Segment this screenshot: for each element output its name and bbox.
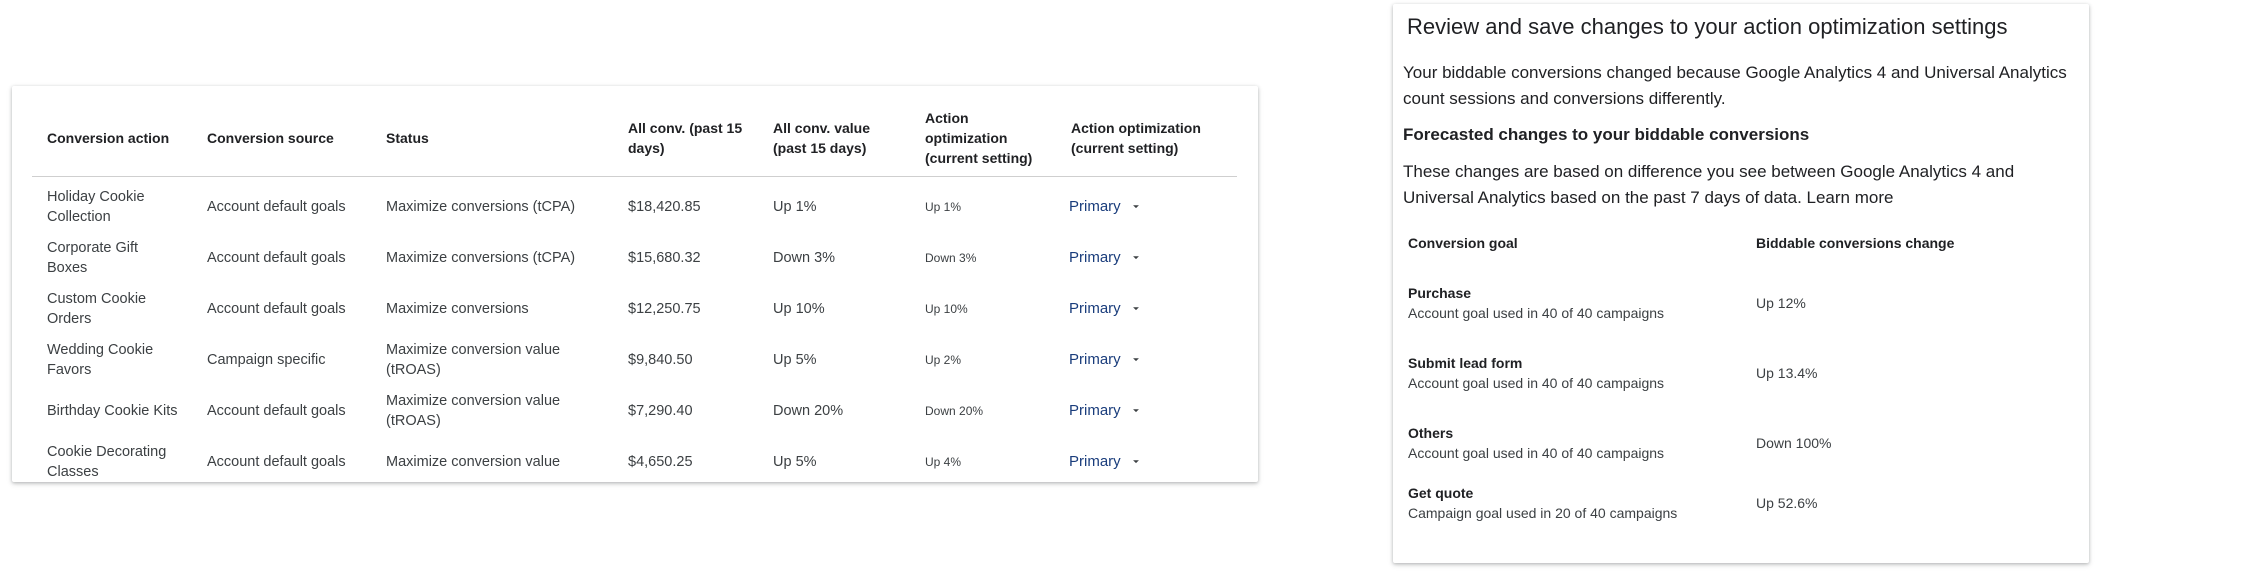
- goal-row: Purchase Account goal used in 40 of 40 c…: [1408, 285, 2068, 325]
- table-row: Cookie Decorating Classes Account defaul…: [32, 436, 1237, 487]
- goal-name: Get quote: [1408, 485, 1474, 501]
- goal-row: Submit lead form Account goal used in 40…: [1408, 355, 2068, 395]
- table-row: Holiday Cookie Collection Account defaul…: [32, 177, 1237, 233]
- bid-strategy-status: Maximize conversion value: [386, 453, 561, 470]
- conv-value-change: Down 20%: [773, 402, 844, 419]
- goal-name: Others: [1408, 425, 1454, 441]
- conversion-actions-table: Conversion action Conversion source Stat…: [32, 108, 1237, 487]
- bid-strategy-status: Maximize conversions (tCPA): [386, 198, 576, 215]
- table-row: Corporate Gift Boxes Account default goa…: [32, 232, 1237, 283]
- optimization-setting-label: Primary: [1069, 299, 1121, 317]
- optimization-setting-label: Primary: [1069, 452, 1121, 470]
- goal-usage: Account goal used in 40 of 40 campaigns: [1408, 375, 1665, 391]
- conversion-action-name: Wedding Cookie Favors: [47, 341, 154, 378]
- optimization-change: Up 1%: [925, 199, 962, 214]
- optimization-setting-dropdown[interactable]: Primary: [1069, 299, 1143, 319]
- conv-value-change: Up 5%: [773, 453, 817, 470]
- optimization-setting-dropdown[interactable]: Primary: [1069, 452, 1143, 472]
- goal-change: Up 13.4%: [1756, 365, 1818, 381]
- conv-value-change: Up 10%: [773, 300, 825, 317]
- optimization-setting-cell: Primary: [1056, 436, 1237, 487]
- optimization-setting-label: Primary: [1069, 350, 1121, 368]
- table-row: Birthday Cookie Kits Account default goa…: [32, 385, 1237, 436]
- optimization-setting-dropdown[interactable]: Primary: [1069, 350, 1143, 370]
- conv-value-change: Up 1%: [773, 198, 817, 215]
- chevron-down-icon[interactable]: [1129, 302, 1143, 316]
- all-conv-value: $15,680.32: [628, 249, 701, 266]
- conversion-action-name: Birthday Cookie Kits: [47, 402, 178, 419]
- chevron-down-icon[interactable]: [1129, 404, 1143, 418]
- chevron-down-icon[interactable]: [1129, 455, 1143, 469]
- conversion-action-name: Cookie Decorating Classes: [47, 443, 167, 480]
- goal-row: Get quote Campaign goal used in 20 of 40…: [1408, 485, 2068, 525]
- goal-change: Down 100%: [1756, 435, 1832, 451]
- optimization-setting-label: Primary: [1069, 197, 1121, 215]
- optimization-setting-cell: Primary: [1056, 177, 1237, 233]
- bid-strategy-status: Maximize conversion value (tROAS): [386, 392, 561, 429]
- bid-strategy-status: Maximize conversion value (tROAS): [386, 341, 561, 378]
- panel-title: Review and save changes to your action o…: [1407, 14, 2008, 39]
- col-header-status[interactable]: Status: [371, 108, 613, 177]
- col-header-action-optimization[interactable]: Action optimization (current setting): [910, 108, 1056, 177]
- col-header-conversion-goal: Conversion goal: [1408, 235, 1518, 251]
- optimization-change: Down 3%: [925, 250, 977, 265]
- chevron-down-icon[interactable]: [1129, 200, 1143, 214]
- optimization-setting-cell: Primary: [1056, 283, 1237, 334]
- optimization-setting-dropdown[interactable]: Primary: [1069, 401, 1143, 421]
- goal-usage: Account goal used in 40 of 40 campaigns: [1408, 445, 1665, 461]
- conversion-source: Account default goals: [207, 300, 346, 317]
- conversion-source: Account default goals: [207, 402, 346, 419]
- goal-row: Others Account goal used in 40 of 40 cam…: [1408, 425, 2068, 465]
- optimization-setting-label: Primary: [1069, 401, 1121, 419]
- col-header-biddable-change: Biddable conversions change: [1756, 235, 1955, 251]
- optimization-setting-dropdown[interactable]: Primary: [1069, 248, 1143, 268]
- all-conv-value: $4,650.25: [628, 453, 693, 470]
- goal-name: Submit lead form: [1408, 355, 1523, 371]
- table-header-row: Conversion action Conversion source Stat…: [32, 108, 1237, 177]
- conversion-source: Account default goals: [207, 249, 346, 266]
- optimization-setting-label: Primary: [1069, 248, 1121, 266]
- all-conv-value: $9,840.50: [628, 351, 693, 368]
- optimization-change: Up 4%: [925, 454, 962, 469]
- optimization-change: Up 10%: [925, 301, 968, 316]
- goal-change: Up 52.6%: [1756, 495, 1818, 511]
- table-row: Wedding Cookie Favors Campaign specific …: [32, 334, 1237, 385]
- panel-intro-text: Your biddable conversions changed becaus…: [1403, 63, 2067, 108]
- col-header-conversion-action[interactable]: Conversion action: [32, 108, 192, 177]
- review-changes-panel: Review and save changes to your action o…: [1393, 4, 2089, 563]
- chevron-down-icon[interactable]: [1129, 353, 1143, 367]
- col-header-action-optimization-setting[interactable]: Action optimization (current setting): [1056, 108, 1237, 177]
- all-conv-value: $12,250.75: [628, 300, 701, 317]
- optimization-setting-cell: Primary: [1056, 385, 1237, 436]
- optimization-change: Down 20%: [925, 403, 984, 418]
- col-header-all-conv-value[interactable]: All conv. value (past 15 days): [758, 108, 910, 177]
- goal-usage: Account goal used in 40 of 40 campaigns: [1408, 305, 1665, 321]
- bid-strategy-status: Maximize conversions: [386, 300, 529, 317]
- goal-change: Up 12%: [1756, 295, 1806, 311]
- forecast-subheading: Forecasted changes to your biddable conv…: [1403, 125, 1810, 144]
- all-conv-value: $18,420.85: [628, 198, 701, 215]
- forecast-description: These changes are based on difference yo…: [1403, 162, 2015, 207]
- goal-usage: Campaign goal used in 20 of 40 campaigns: [1408, 505, 1678, 521]
- chevron-down-icon[interactable]: [1129, 251, 1143, 265]
- bid-strategy-status: Maximize conversions (tCPA): [386, 249, 576, 266]
- goal-name: Purchase: [1408, 285, 1472, 301]
- conversion-source: Account default goals: [207, 198, 346, 215]
- conversion-action-name: Holiday Cookie Collection: [47, 188, 145, 225]
- col-header-conversion-source[interactable]: Conversion source: [192, 108, 371, 177]
- conversion-source: Account default goals: [207, 453, 346, 470]
- table-row: Custom Cookie Orders Account default goa…: [32, 283, 1237, 334]
- optimization-setting-cell: Primary: [1056, 334, 1237, 385]
- optimization-setting-dropdown[interactable]: Primary: [1069, 197, 1143, 217]
- optimization-setting-cell: Primary: [1056, 232, 1237, 283]
- conversion-actions-table-card: Conversion action Conversion source Stat…: [12, 86, 1258, 482]
- col-header-all-conv[interactable]: All conv. (past 15 days): [613, 108, 758, 177]
- all-conv-value: $7,290.40: [628, 402, 693, 419]
- conversion-source: Campaign specific: [207, 351, 326, 368]
- conv-value-change: Up 5%: [773, 351, 817, 368]
- conv-value-change: Down 3%: [773, 249, 836, 266]
- optimization-change: Up 2%: [925, 352, 962, 367]
- conversion-action-name: Corporate Gift Boxes: [47, 239, 139, 276]
- conversion-action-name: Custom Cookie Orders: [47, 290, 147, 327]
